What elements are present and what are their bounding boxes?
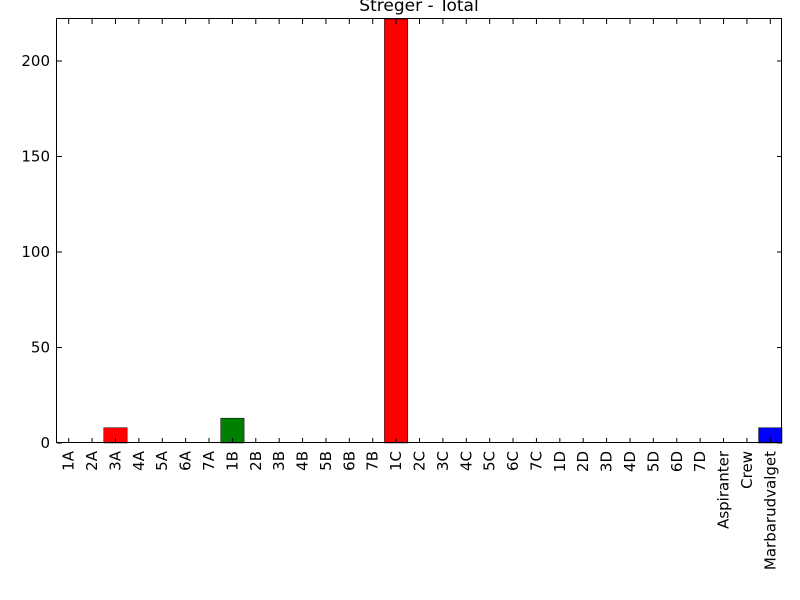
y-tick-label: 200: [21, 52, 50, 70]
chart-title: Streger - Total: [359, 0, 478, 16]
y-axis: 0 50 100 150 200: [21, 52, 782, 452]
x-tick-label: 5B: [317, 451, 335, 471]
x-tick-label: 3A: [106, 450, 124, 471]
x-tick-label: Crew: [738, 451, 756, 489]
x-tick-label: 2B: [247, 451, 265, 471]
y-tick-label: 50: [31, 339, 50, 357]
x-tick-label: 7A: [200, 450, 218, 471]
x-tick-label: Marbarudvalget: [761, 451, 779, 570]
y-tick-label: 100: [21, 243, 50, 261]
x-tick-label: 5A: [153, 450, 171, 471]
x-tick-label: 2D: [574, 451, 592, 472]
x-tick-label: 7B: [364, 451, 382, 471]
x-tick-label: 6D: [668, 451, 686, 472]
x-tick-label: 5D: [644, 451, 662, 472]
x-tick-label: 3B: [270, 451, 288, 471]
x-tick-label: 3D: [598, 451, 616, 472]
x-tick-label: 6A: [177, 450, 195, 471]
bar-1c: [384, 18, 409, 444]
x-axis: 1A 2A 3A 4A 5A 6A 7A 1B 2B 3B 4B 5B 6B 7B 1C 2C 3C 4C 5C 6C…: [60, 19, 779, 570]
y-tick-label: 150: [21, 148, 50, 166]
x-tick-label: 4A: [130, 450, 148, 471]
x-tick-label: 1A: [60, 450, 78, 471]
plot-frame: [56, 18, 782, 443]
x-tick-label: 6B: [340, 451, 358, 471]
x-tick-label: 2A: [83, 450, 101, 471]
bars-group: [103, 18, 783, 444]
x-tick-label: 3C: [434, 451, 452, 471]
x-tick-label: 4D: [621, 451, 639, 472]
x-tick-label: 7C: [527, 451, 545, 471]
x-tick-label: 1D: [551, 451, 569, 472]
x-tick-label: 2C: [411, 451, 429, 471]
x-tick-label: 1B: [223, 451, 241, 471]
x-tick-label: 7D: [691, 451, 709, 472]
x-tick-label: 6C: [504, 451, 522, 471]
x-tick-label: Aspiranter: [715, 450, 733, 529]
x-tick-label: 4B: [294, 451, 312, 471]
x-tick-label: 4C: [457, 451, 475, 471]
x-tick-label: 5C: [481, 451, 499, 471]
x-tick-label: 1C: [387, 451, 405, 471]
y-tick-label: 0: [40, 434, 50, 452]
